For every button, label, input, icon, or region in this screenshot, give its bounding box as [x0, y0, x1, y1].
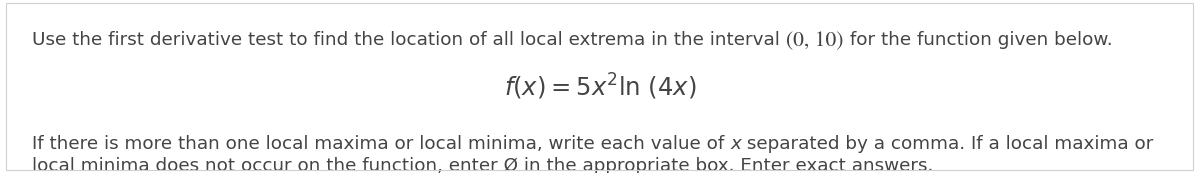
Text: Use the first derivative test to find the location of all local extrema in the i: Use the first derivative test to find th… [32, 31, 786, 49]
Text: x: x [731, 135, 742, 153]
Text: $f(x) = 5x^2 \ln\,(4x)$: $f(x) = 5x^2 \ln\,(4x)$ [504, 71, 696, 102]
Text: local minima does not occur on the function, enter Ø in the appropriate box. Ent: local minima does not occur on the funct… [32, 157, 934, 173]
Text: for the function given below.: for the function given below. [844, 31, 1112, 49]
Text: If there is more than one local maxima or local minima, write each value of: If there is more than one local maxima o… [32, 135, 731, 153]
Text: separated by a comma. If a local maxima or: separated by a comma. If a local maxima … [742, 135, 1153, 153]
Text: (0, 10): (0, 10) [786, 31, 844, 51]
